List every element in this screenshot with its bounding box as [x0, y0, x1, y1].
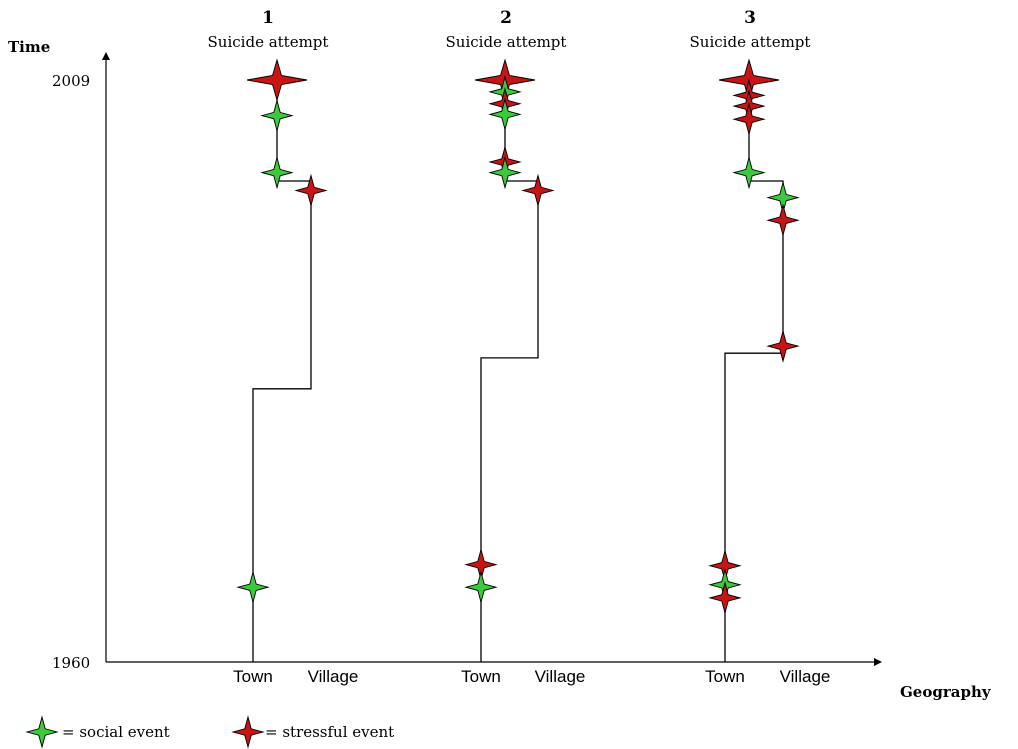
village-label: Village	[535, 667, 586, 686]
stressful-event-star-icon	[766, 329, 800, 363]
case-number-label: 1	[262, 8, 274, 28]
legend-social-star-icon	[25, 715, 59, 749]
town-label: Town	[705, 667, 745, 686]
village-label: Village	[308, 667, 359, 686]
social-event-star-icon	[464, 570, 498, 604]
residence-path	[252, 80, 312, 662]
legend: = social event = stressful event	[25, 715, 394, 749]
town-label: Town	[233, 667, 273, 686]
case-1: 1 Suicide attempt Town Village	[208, 8, 359, 686]
legend-social-text: = social event	[62, 723, 170, 741]
social-event-star-icon	[260, 155, 294, 190]
social-event-star-icon	[236, 570, 270, 604]
residence-path	[480, 80, 539, 662]
social-star-shape	[25, 715, 59, 749]
case-outcome-label: Suicide attempt	[208, 33, 329, 51]
case-3: 3 Suicide attempt Town Village	[690, 8, 831, 686]
social-event-star-icon	[488, 155, 522, 190]
case-2: 2 Suicide attempt Town Village	[446, 8, 586, 686]
case-outcome-label: Suicide attempt	[690, 33, 811, 51]
stressful-event-star-icon	[294, 173, 328, 208]
legend-stressful-star-icon	[231, 715, 265, 749]
case-outcome-label: Suicide attempt	[446, 33, 567, 51]
time-axis-title: Time	[8, 38, 50, 56]
geography-axis-title: Geography	[900, 683, 992, 701]
social-event-star-icon	[488, 97, 522, 132]
year-1960-label: 1960	[52, 654, 90, 672]
stressful-event-star-icon	[521, 173, 555, 208]
legend-stressful-text: = stressful event	[265, 723, 394, 741]
suicide-attempt-star-icon	[246, 58, 308, 102]
stressful-star-shape	[231, 715, 265, 749]
stressful-event-star-icon	[766, 203, 800, 237]
cases-layer: 1 Suicide attempt Town Village 2 Suicide atte…	[208, 8, 831, 686]
stressful-event-star-icon	[732, 102, 766, 136]
stressful-event-star-icon	[708, 581, 742, 615]
social-event-star-icon	[732, 155, 766, 190]
case-number-label: 2	[500, 8, 512, 28]
case-number-label: 3	[744, 8, 756, 28]
residence-path	[724, 80, 784, 662]
social-event-star-icon	[260, 98, 294, 133]
year-2009-label: 2009	[52, 72, 90, 90]
village-label: Village	[780, 667, 831, 686]
town-label: Town	[461, 667, 501, 686]
